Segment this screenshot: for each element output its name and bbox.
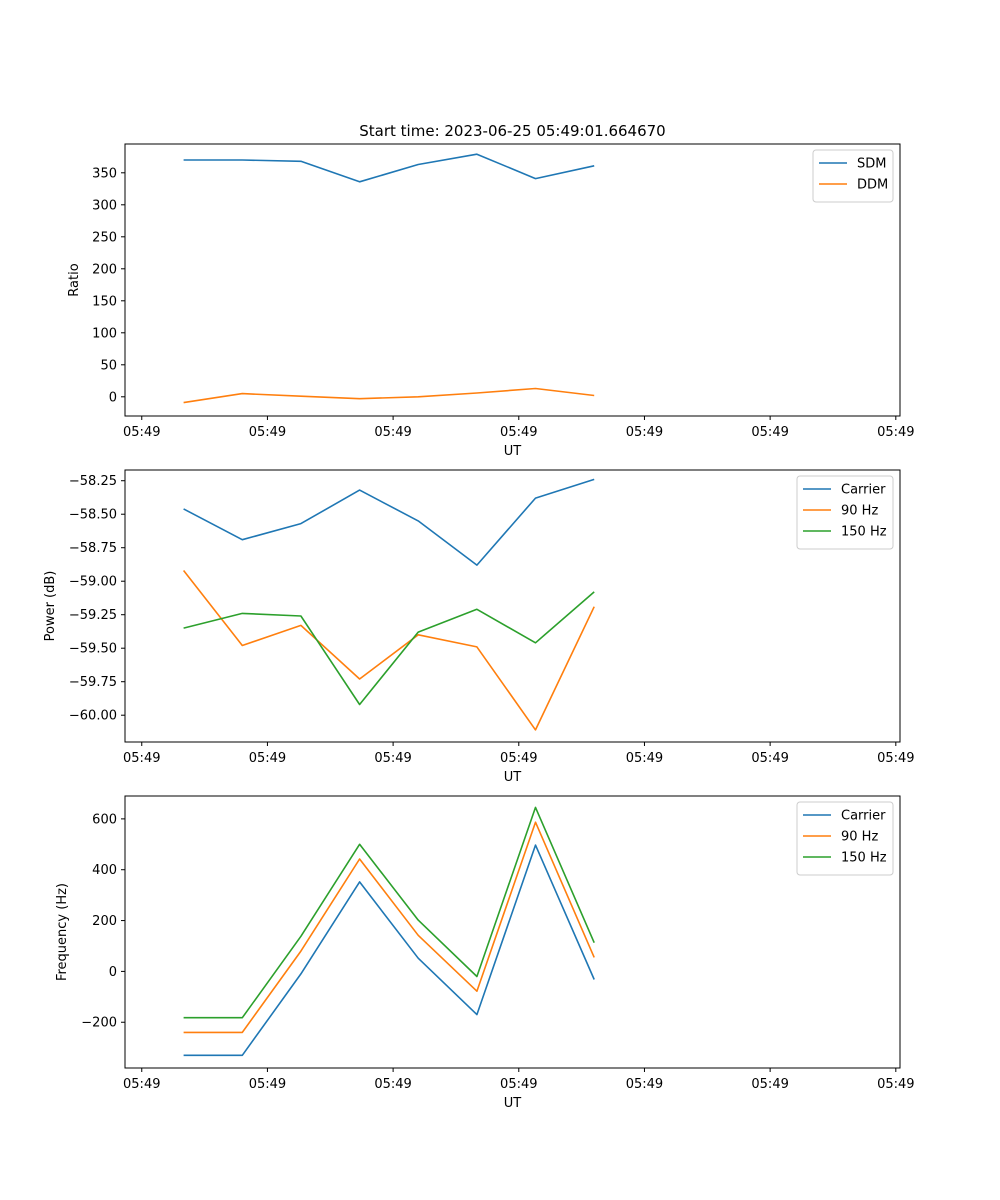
x-tick-label: 05:49 bbox=[249, 1077, 286, 1092]
legend: Carrier 90 Hz 150 Hz bbox=[796, 801, 894, 876]
y-tick-label: −59.50 bbox=[69, 642, 117, 657]
y-axis-label: Power (dB) bbox=[43, 571, 58, 642]
y-tick-label: −59.00 bbox=[69, 575, 117, 590]
x-tick-label: 05:49 bbox=[374, 1077, 411, 1092]
x-tick-label: 05:49 bbox=[123, 425, 160, 440]
series-line-carrier bbox=[183, 478, 595, 566]
y-tick-label: −60.00 bbox=[69, 709, 117, 724]
series-line-90-hz bbox=[183, 821, 595, 1034]
legend: Carrier 90 Hz 150 Hz bbox=[796, 475, 894, 550]
y-tick-label: 250 bbox=[92, 230, 117, 245]
x-tick-label: 05:49 bbox=[751, 751, 788, 766]
figure-title: Start time: 2023-06-25 05:49:01.664670 bbox=[359, 122, 665, 140]
legend-label: 90 Hz bbox=[841, 504, 878, 519]
chart-panel-2: −60.00 −59.75 −59.50 −59.25 −59.00 −58.75 −58.… bbox=[43, 469, 915, 785]
axes-frame bbox=[124, 795, 901, 1069]
legend-label: Carrier bbox=[841, 483, 886, 498]
x-axis-label: UT bbox=[504, 1096, 522, 1111]
y-tick-label: 200 bbox=[92, 262, 117, 277]
legend-label: 90 Hz bbox=[841, 830, 878, 845]
series-line-carrier bbox=[183, 844, 595, 1057]
x-tick-label: 05:49 bbox=[877, 1077, 914, 1092]
x-tick-label: 05:49 bbox=[500, 425, 537, 440]
axes-frame bbox=[124, 143, 901, 417]
legend-label: SDM bbox=[857, 157, 886, 172]
legend-label: Carrier bbox=[841, 809, 886, 824]
y-tick-label: −59.75 bbox=[69, 675, 117, 690]
legend-label: DDM bbox=[857, 178, 888, 193]
y-tick-label: 150 bbox=[92, 294, 117, 309]
x-tick-label: 05:49 bbox=[877, 425, 914, 440]
legend: SDM DDM bbox=[812, 149, 894, 203]
x-tick-label: 05:49 bbox=[123, 751, 160, 766]
x-tick-label: 05:49 bbox=[374, 751, 411, 766]
x-tick-label: 05:49 bbox=[249, 751, 286, 766]
y-tick-label: −58.75 bbox=[69, 541, 117, 556]
series-line-150-hz bbox=[183, 806, 595, 1019]
x-tick-label: 05:49 bbox=[249, 425, 286, 440]
x-tick-label: 05:49 bbox=[123, 1077, 160, 1092]
x-tick-label: 05:49 bbox=[626, 751, 663, 766]
axes-frame bbox=[124, 469, 901, 743]
y-axis-label: Frequency (Hz) bbox=[55, 883, 70, 981]
y-tick-label: −200 bbox=[81, 1016, 117, 1031]
y-tick-label: −59.25 bbox=[69, 608, 117, 623]
x-tick-label: 05:49 bbox=[626, 425, 663, 440]
x-tick-label: 05:49 bbox=[751, 425, 788, 440]
x-axis-label: UT bbox=[504, 770, 522, 785]
series-line-sdm bbox=[183, 153, 595, 183]
y-tick-label: 0 bbox=[109, 965, 117, 980]
y-tick-label: 350 bbox=[92, 166, 117, 181]
x-tick-label: 05:49 bbox=[500, 1077, 537, 1092]
x-tick-label: 05:49 bbox=[877, 751, 914, 766]
y-axis-label: Ratio bbox=[67, 263, 82, 296]
legend-label: 150 Hz bbox=[841, 525, 887, 540]
y-tick-label: −58.25 bbox=[69, 474, 117, 489]
chart-panel-1: 0 50 100 150 200 250 300 350 05:49 05:49 05:49 05:4… bbox=[67, 143, 915, 459]
y-tick-label: 100 bbox=[92, 326, 117, 341]
x-tick-label: 05:49 bbox=[751, 1077, 788, 1092]
y-tick-label: 200 bbox=[92, 914, 117, 929]
y-tick-label: −58.50 bbox=[69, 508, 117, 523]
y-tick-label: 50 bbox=[100, 358, 117, 373]
series-line-150-hz bbox=[183, 591, 595, 706]
legend-label: 150 Hz bbox=[841, 851, 887, 866]
y-tick-label: 600 bbox=[92, 812, 117, 827]
y-tick-label: 300 bbox=[92, 198, 117, 213]
x-tick-label: 05:49 bbox=[374, 425, 411, 440]
y-tick-label: 400 bbox=[92, 863, 117, 878]
x-axis-label: UT bbox=[504, 444, 522, 459]
y-tick-label: 0 bbox=[109, 390, 117, 405]
chart-panel-3: −200 0 200 400 600 05:49 05:49 05:49 05:49 05:49 0… bbox=[55, 795, 915, 1111]
x-tick-label: 05:49 bbox=[500, 751, 537, 766]
series-line-90-hz bbox=[182, 570, 595, 731]
x-tick-label: 05:49 bbox=[626, 1077, 663, 1092]
series-line-ddm bbox=[183, 387, 595, 404]
